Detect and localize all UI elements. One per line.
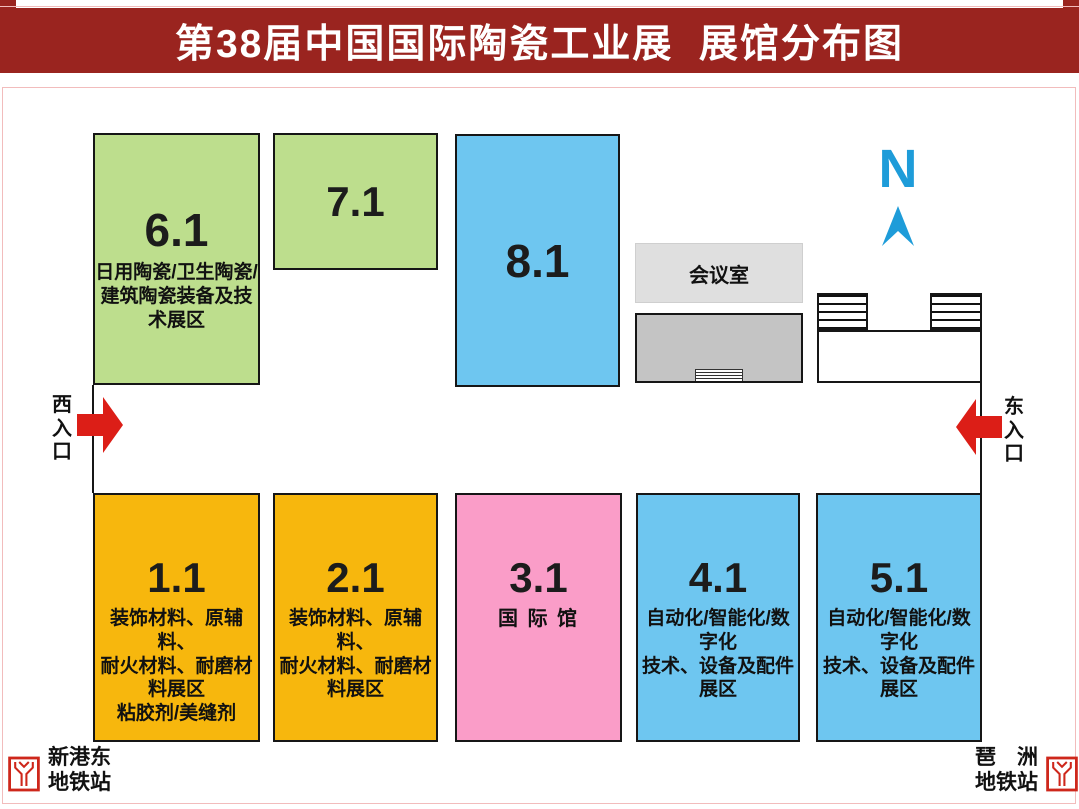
top-divider-line <box>0 6 1079 7</box>
hall-6-1: 6.1 日用陶瓷/卫生陶瓷/ 建筑陶瓷装备及技术展区 <box>93 133 260 385</box>
hall-3-1: 3.1 国 际 馆 <box>455 493 622 742</box>
hall-description: 自动化/智能化/数字化 技术、设备及配件展区 <box>641 608 794 701</box>
hall-7-1: 7.1 <box>273 133 438 270</box>
hall-number: 8.1 <box>505 234 570 287</box>
meeting-room: 会议室 <box>635 243 803 303</box>
stairs-icon <box>930 293 982 330</box>
compass-n-label: N <box>878 139 918 199</box>
metro-station-right: 琶 洲 地铁站 <box>975 746 1078 796</box>
metro-station-name: 新港东 地铁站 <box>48 746 111 794</box>
meeting-room-label: 会议室 <box>689 264 749 287</box>
north-arrow-icon <box>882 206 914 246</box>
west-entrance-label: 西入口 <box>52 394 72 464</box>
hall-description: 装饰材料、原辅料、 耐火材料、耐磨材料展区 粘胶剂/美缝剂 <box>100 608 253 724</box>
hall-number: 6.1 <box>144 204 209 256</box>
hall-number: 1.1 <box>147 554 206 601</box>
title-banner: 第38届中国国际陶瓷工业展 展馆分布图 <box>0 8 1079 73</box>
hall-2-1: 2.1 装饰材料、原辅料、 耐火材料、耐磨材料展区 <box>273 493 438 742</box>
west-boundary-wall <box>92 385 94 493</box>
metro-station-left: 新港东 地铁站 <box>8 746 111 796</box>
hall-4-1: 4.1 自动化/智能化/数字化 技术、设备及配件展区 <box>636 493 800 742</box>
stairs-icon <box>817 293 868 330</box>
hall-description: 国 际 馆 <box>497 608 580 630</box>
hall-number: 5.1 <box>869 554 929 601</box>
top-right-corner-mark <box>1063 0 1079 8</box>
hall-description: 装饰材料、原辅料、 耐火材料、耐磨材料展区 <box>279 608 432 701</box>
hall-number: 3.1 <box>509 554 568 601</box>
hall-number: 7.1 <box>326 177 385 225</box>
stairs-icon <box>695 369 743 381</box>
hall-number: 4.1 <box>688 554 748 601</box>
metro-station-name: 琶 洲 地铁站 <box>975 746 1038 794</box>
hall-description: 自动化/智能化/数字化 技术、设备及配件展区 <box>822 608 975 701</box>
guangzhou-metro-logo-icon <box>8 756 40 792</box>
north-compass: N <box>862 142 934 251</box>
hall-8-1: 8.1 <box>455 134 620 387</box>
top-left-corner-mark <box>0 0 16 8</box>
hall-description: 日用陶瓷/卫生陶瓷/ 建筑陶瓷装备及技术展区 <box>95 262 258 331</box>
service-building <box>635 313 803 383</box>
east-annex-building <box>817 330 982 383</box>
hall-1-1: 1.1 装饰材料、原辅料、 耐火材料、耐磨材料展区 粘胶剂/美缝剂 <box>93 493 260 742</box>
hall-5-1: 5.1 自动化/智能化/数字化 技术、设备及配件展区 <box>816 493 982 742</box>
hall-number: 2.1 <box>326 554 385 601</box>
right-arrow-icon <box>77 397 123 453</box>
east-entrance-label: 东入口 <box>1004 396 1024 466</box>
page-title: 第38届中国国际陶瓷工业展 展馆分布图 <box>174 22 905 66</box>
guangzhou-metro-logo-icon <box>1046 756 1078 792</box>
left-arrow-icon <box>956 399 1002 455</box>
